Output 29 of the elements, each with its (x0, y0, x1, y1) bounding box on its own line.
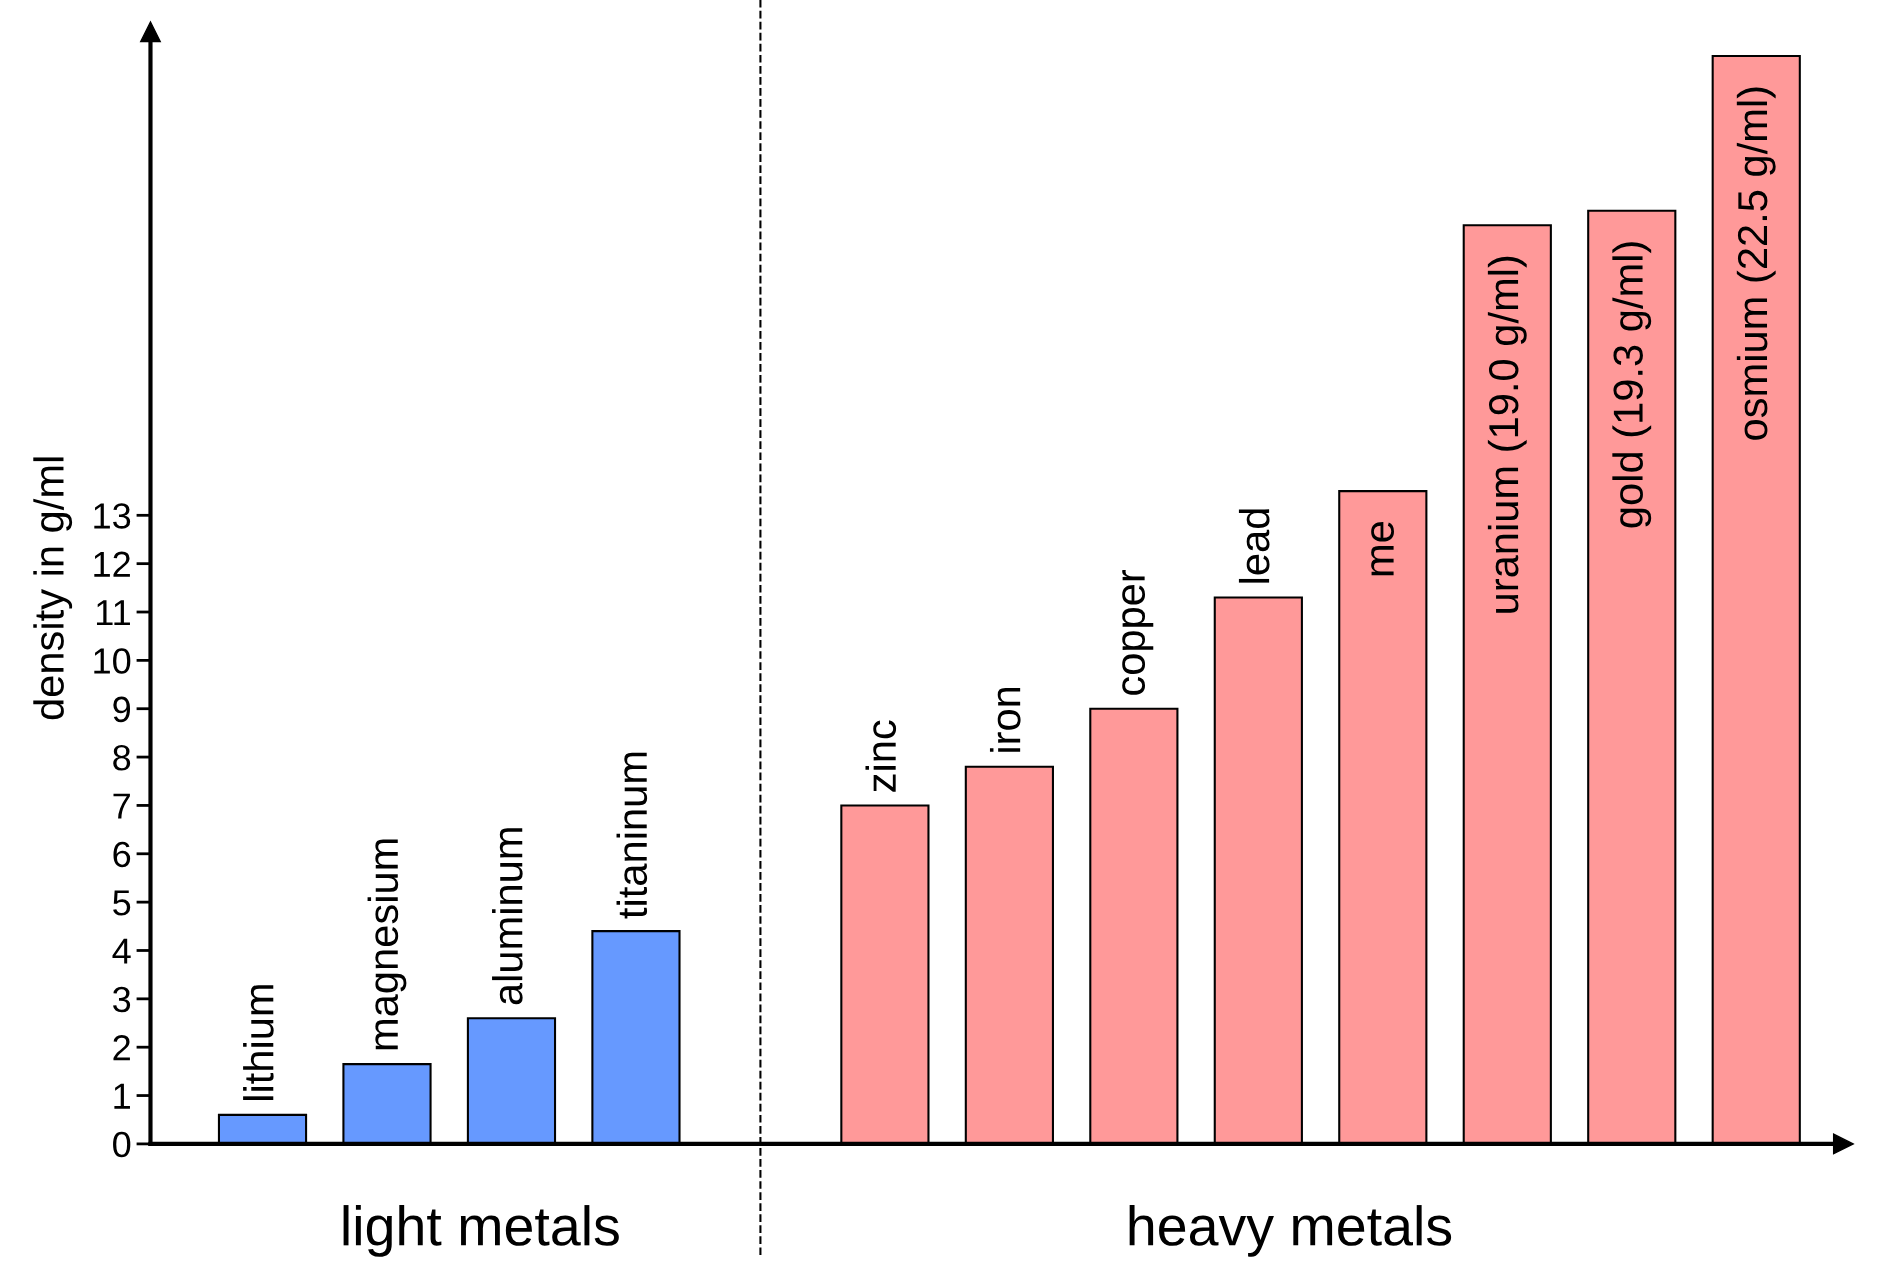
x-tick-label: copper (1122, 569, 1154, 695)
y-tick-label: 1 (114, 1083, 130, 1109)
x-tick-label: osmium (22.5 g/ml) (1736, 87, 1776, 440)
x-tick-label: zinc (865, 720, 897, 792)
x-tick-label: me (1371, 521, 1394, 576)
y-tick-label: 5 (113, 890, 131, 916)
text: heavy metals (1129, 1205, 1452, 1257)
y-tick-label: 11 (96, 600, 130, 626)
text: light metals (343, 1205, 619, 1257)
y-tick-label: 3 (113, 986, 131, 1013)
y-tick-label: 13 (94, 503, 131, 529)
y-tick-label: 8 (113, 744, 131, 771)
y-tick-label: 4 (112, 938, 131, 964)
y-tick-label: 0 (113, 1131, 131, 1158)
x-tick-label: lithium (243, 985, 274, 1100)
x-tick-label: magnesium (367, 839, 407, 1050)
y-tick-label: 10 (94, 648, 131, 674)
y-tick-label: 6 (113, 841, 131, 868)
y-tick-label: 2 (113, 1035, 130, 1061)
x-tick-label: uranium (19.0 g/ml) (1487, 256, 1527, 613)
x-tick-label: gold (19.3 g/ml) (1612, 242, 1652, 528)
x-tick-label: iron (989, 687, 1021, 752)
y-axis-title: density in g/ml (33, 457, 73, 720)
x-tick-label: lead (1238, 509, 1270, 583)
x-tick-label: titaninum (616, 752, 648, 919)
y-tick-label: 9 (113, 696, 131, 723)
x-tick-label: aluminum (492, 828, 523, 1005)
y-tick-label: 12 (94, 551, 130, 577)
y-tick-label: 7 (113, 793, 130, 819)
